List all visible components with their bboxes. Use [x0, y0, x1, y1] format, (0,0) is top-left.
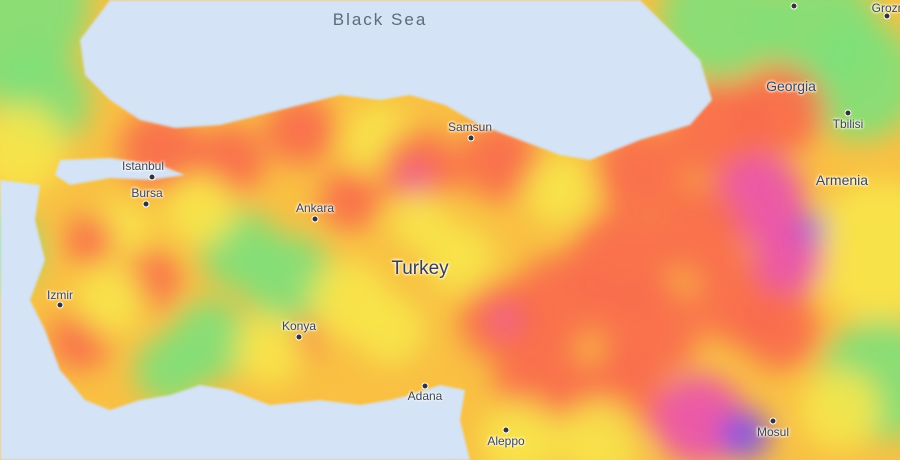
city-marker-bursa[interactable] [142, 200, 150, 208]
heat-blob [480, 400, 560, 460]
country-label-georgia: Georgia [766, 78, 816, 94]
heat-blob [493, 308, 517, 332]
city-marker[interactable] [790, 2, 798, 10]
heat-blob [135, 335, 205, 405]
black-sea [80, 0, 712, 160]
city-label-ankara: Ankara [295, 201, 335, 215]
heat-blob [798, 214, 826, 242]
city-label-tbilisi: Tbilisi [832, 117, 864, 131]
city-marker-mosul[interactable] [769, 417, 777, 425]
heat-blob [740, 290, 820, 370]
heat-blob [401, 166, 429, 194]
heat-blob [425, 225, 495, 295]
water-label-black-sea: Black Sea [332, 10, 428, 29]
heat-blob [165, 175, 235, 245]
country-label-turkey: Turkey [391, 258, 449, 279]
city-marker-istanbul[interactable] [148, 173, 156, 181]
heat-blob [800, 370, 880, 450]
heat-blob [75, 265, 145, 335]
heat-blob [65, 215, 115, 265]
heat-blob [235, 315, 305, 385]
heat-blob [525, 155, 595, 225]
city-marker-ankara[interactable] [311, 215, 319, 223]
heat-blob [320, 170, 380, 230]
city-label-istanbul: Istanbul [121, 159, 165, 173]
city-label-adana: Adana [407, 389, 443, 403]
city-label-konya: Konya [281, 319, 317, 333]
city-label-izmir: Izmir [47, 288, 73, 302]
aegean-sea [0, 180, 470, 460]
heat-blob [560, 400, 640, 460]
heat-blob [755, 225, 825, 295]
heat-blob [735, 65, 825, 155]
heat-blob [655, 185, 745, 275]
city-marker-tbilisi[interactable] [844, 109, 852, 117]
city-marker-grozny[interactable] [883, 12, 891, 20]
country-label-armenia: Armenia [815, 172, 869, 188]
city-marker-adana[interactable] [421, 382, 429, 390]
heat-blob [265, 95, 335, 165]
city-label-mosul: Mosul [756, 425, 790, 439]
city-label-samsun: Samsun [447, 120, 493, 134]
city-marker-samsun[interactable] [467, 134, 475, 142]
city-label-grozny: Grozn [871, 1, 900, 15]
heat-blob [810, 180, 900, 320]
heat-blob [0, 105, 65, 195]
heat-blob [390, 190, 450, 250]
city-label-aleppo: Aleppo [487, 434, 525, 448]
city-marker-konya[interactable] [295, 333, 303, 341]
heat-blob [720, 410, 770, 460]
city-marker-izmir[interactable] [56, 301, 64, 309]
heat-blob [355, 295, 425, 365]
city-marker-aleppo[interactable] [502, 426, 510, 434]
heat-blob [600, 280, 700, 380]
city-label-bursa: Bursa [131, 186, 163, 200]
